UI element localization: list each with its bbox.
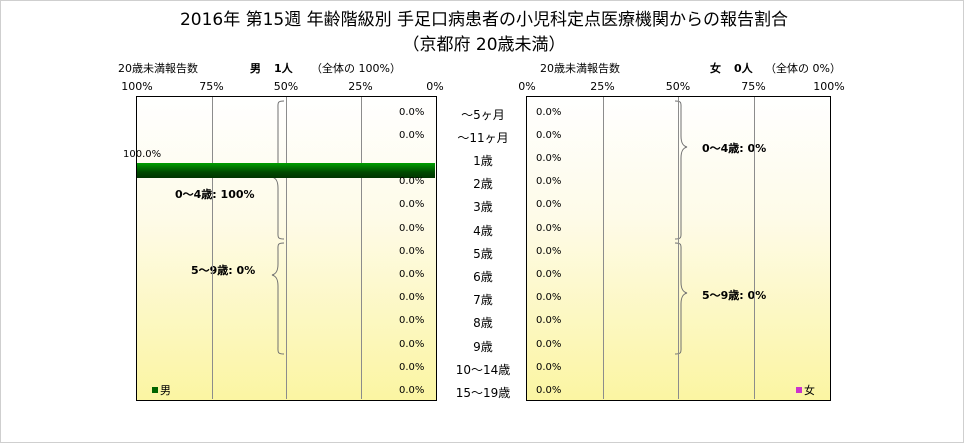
male-data-label: 100.0%	[123, 148, 162, 160]
female-tick-label: 75%	[741, 80, 766, 93]
female-data-label: 0.0%	[536, 292, 562, 304]
female-legend: 女	[796, 382, 815, 398]
female-data-label: 0.0%	[536, 361, 562, 373]
male-tick-label: 50%	[273, 80, 299, 93]
male-annotation-5-9: 5〜9歳: 0%	[191, 264, 256, 277]
male-tick-label: 75%	[199, 80, 224, 93]
female-bracket-5-9	[674, 242, 688, 355]
female-data-label: 0.0%	[536, 384, 562, 396]
category-label: 2歳	[473, 177, 493, 192]
female-data-label: 0.0%	[536, 106, 562, 118]
female-tick-label: 100%	[813, 80, 845, 93]
male-count-label: 20歳未満報告数	[118, 62, 198, 75]
female-count-label: 20歳未満報告数	[540, 62, 620, 75]
category-label: 9歳	[473, 339, 493, 354]
male-tick-label: 100%	[121, 80, 153, 93]
male-data-label: 0.0%	[399, 384, 425, 396]
female-gridline	[602, 97, 604, 399]
female-annotation-0-4: 0〜4歳: 0%	[702, 142, 767, 155]
male-count: 1人	[274, 62, 293, 75]
category-label: 5歳	[473, 246, 493, 261]
female-data-label: 0.0%	[536, 315, 562, 327]
male-legend-swatch	[152, 387, 158, 393]
male-data-label: 0.0%	[399, 268, 425, 280]
category-label: 8歳	[473, 316, 493, 331]
female-legend-swatch	[796, 387, 802, 393]
male-bar	[137, 162, 435, 178]
female-data-label: 0.0%	[536, 222, 562, 234]
female-data-label: 0.0%	[536, 245, 562, 257]
chart-title: 2016年 第15週 年齢階級別 手足口病患者の小児科定点医療機関からの報告割合	[179, 10, 789, 30]
female-count: 0人	[734, 62, 753, 75]
female-annotation-5-9: 5〜9歳: 0%	[702, 289, 767, 302]
male-gridline	[360, 97, 362, 399]
female-tick-label: 25%	[590, 80, 615, 93]
category-label: 1歳	[473, 153, 493, 168]
male-data-label: 0.0%	[399, 361, 425, 373]
category-label: 3歳	[473, 200, 493, 215]
male-data-label: 0.0%	[399, 222, 425, 234]
male-data-label: 0.0%	[399, 106, 425, 118]
chart-subtitle: （京都府 20歳未満）	[402, 35, 566, 55]
female-data-label: 0.0%	[536, 338, 562, 350]
male-data-label: 0.0%	[399, 199, 425, 211]
male-data-label: 0.0%	[399, 176, 425, 188]
male-bracket-5-9	[271, 242, 285, 355]
female-data-label: 0.0%	[536, 152, 562, 164]
male-data-label: 0.0%	[399, 245, 425, 257]
category-label: 10〜14歳	[455, 362, 511, 377]
female-gridline	[678, 97, 679, 399]
male-tick-label: 0%	[426, 80, 444, 93]
male-legend: 男	[152, 382, 171, 398]
category-label: 6歳	[473, 269, 493, 284]
category-label: 〜11ヶ月	[457, 130, 509, 145]
male-gridline	[286, 97, 287, 399]
female-bracket-0-4	[674, 100, 688, 240]
male-data-label: 0.0%	[399, 315, 425, 327]
category-label: 15〜19歳	[455, 385, 511, 400]
female-gridline	[753, 97, 755, 399]
female-data-label: 0.0%	[536, 129, 562, 141]
category-label: 〜5ヶ月	[461, 107, 505, 122]
female-data-label: 0.0%	[536, 268, 562, 280]
male-data-label: 0.0%	[399, 129, 425, 141]
female-sex-label: 女	[710, 62, 721, 75]
female-tick-label: 0%	[518, 80, 536, 93]
male-data-label: 0.0%	[399, 292, 425, 304]
male-annotation-0-4: 0〜4歳: 100%	[175, 188, 255, 201]
female-tick-label: 50%	[665, 80, 691, 93]
male-sex-label: 男	[250, 62, 261, 75]
category-label: 7歳	[473, 293, 493, 308]
male-legend-label: 男	[160, 384, 171, 397]
category-label: 4歳	[473, 223, 493, 238]
female-legend-label: 女	[804, 384, 815, 397]
male-data-label: 0.0%	[399, 338, 425, 350]
male-tick-label: 25%	[348, 80, 373, 93]
male-gridline	[211, 97, 213, 399]
female-data-label: 0.0%	[536, 176, 562, 188]
female-data-label: 0.0%	[536, 199, 562, 211]
male-share: （全体の 100%）	[311, 62, 401, 75]
female-share: （全体の 0%）	[765, 62, 841, 75]
